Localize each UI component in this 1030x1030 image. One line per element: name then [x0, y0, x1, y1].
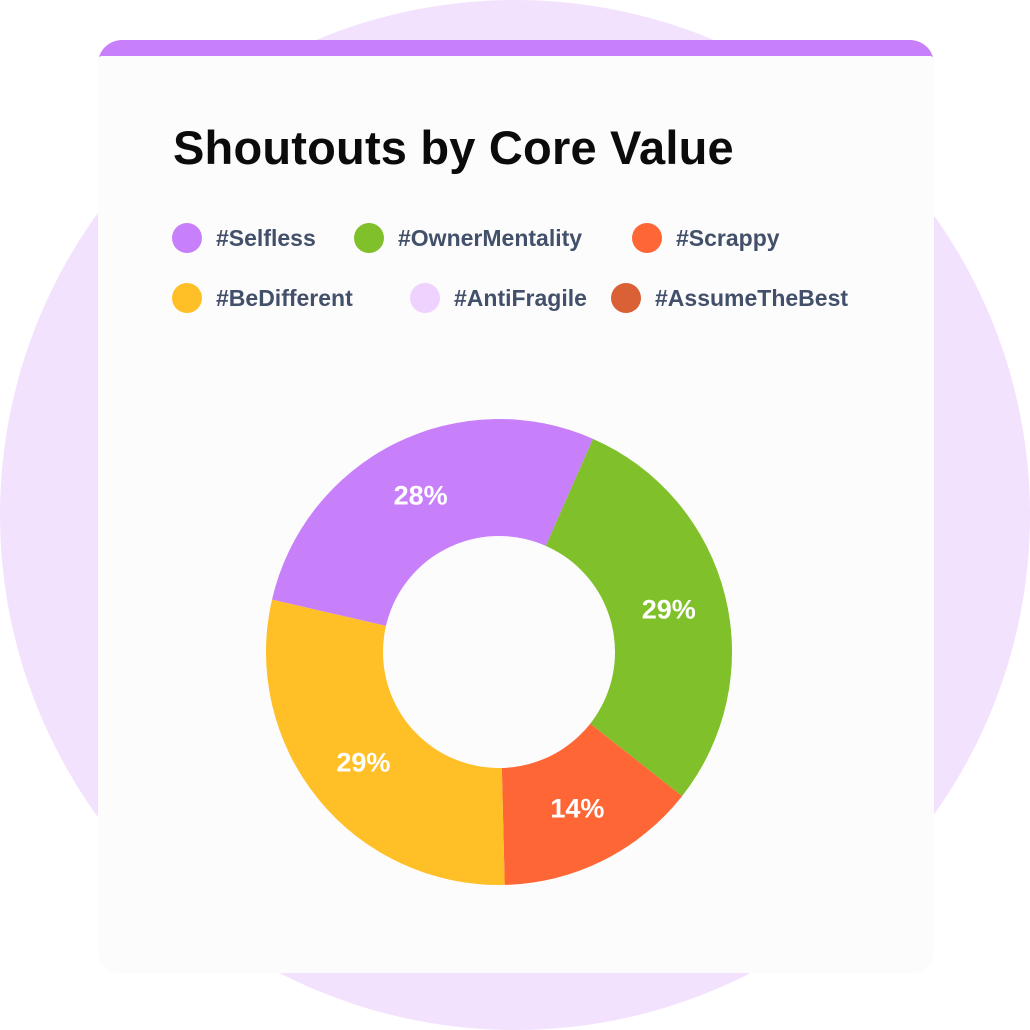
slice-label-scrappy: 14% [550, 793, 604, 823]
legend-dot-assumethebest [611, 283, 641, 313]
legend-dot-antifragile [410, 283, 440, 313]
legend-item-antifragile[interactable]: #AntiFragile [410, 278, 587, 318]
legend-label-scrappy: #Scrappy [676, 224, 780, 251]
legend-dot-selfless [172, 223, 202, 253]
legend-dot-ownermentality [354, 223, 384, 253]
legend-dot-bedifferent [172, 283, 202, 313]
legend-dot-scrappy [632, 223, 662, 253]
slice-label-ownermentality: 29% [642, 595, 696, 625]
slice-label-selfless: 28% [394, 481, 448, 511]
legend-label-ownermentality: #OwnerMentality [398, 224, 583, 251]
chart-title: Shoutouts by Core Value [173, 121, 734, 174]
legend-label-bedifferent: #BeDifferent [216, 284, 353, 311]
legend-item-bedifferent[interactable]: #BeDifferent [172, 278, 353, 318]
legend-item-selfless[interactable]: #Selfless [172, 218, 316, 258]
donut-labels: 28% 29% 14% 29% [336, 481, 695, 824]
legend-item-assumethebest[interactable]: #AssumeTheBest [611, 278, 848, 318]
legend-label-assumethebest: #AssumeTheBest [655, 284, 849, 311]
slice-ownermentality[interactable] [499, 438, 733, 797]
legend-label-antifragile: #AntiFragile [454, 284, 587, 311]
legend-label-selfless: #Selfless [216, 224, 316, 251]
legend-item-scrappy[interactable]: #Scrappy [632, 218, 780, 258]
legend-item-ownermentality[interactable]: #OwnerMentality [354, 218, 582, 258]
donut-hole [383, 536, 615, 768]
slice-label-bedifferent: 29% [336, 748, 390, 778]
